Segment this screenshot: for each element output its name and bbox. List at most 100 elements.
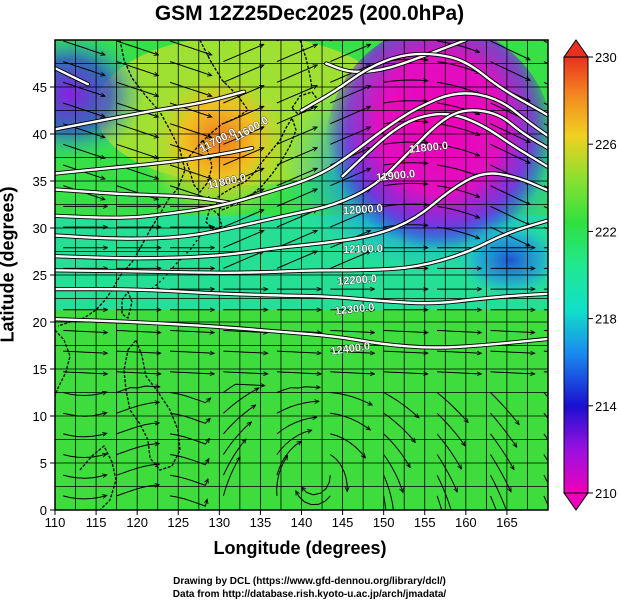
streamline (383, 412, 416, 442)
contour-line (55, 109, 548, 240)
streamline (330, 209, 370, 228)
y-tick-label: 35 (33, 174, 47, 189)
streamline (383, 163, 428, 166)
streamline (490, 205, 531, 226)
streamline (63, 81, 105, 96)
streamline (116, 143, 159, 158)
streamline (116, 444, 160, 455)
streamline (383, 495, 387, 510)
contour-line (341, 112, 548, 178)
streamline (296, 491, 331, 506)
streamline (490, 371, 535, 374)
coastline-philippines (123, 338, 181, 471)
streamline (116, 485, 160, 497)
streamline (276, 167, 317, 187)
streamline (383, 80, 428, 83)
streamline (543, 495, 548, 507)
streamline (490, 61, 531, 81)
y-tick-label: 20 (33, 315, 47, 330)
contour-label: 11800.0 (408, 140, 448, 156)
streamline (276, 441, 302, 476)
y-tick-label: 15 (33, 362, 47, 377)
streamline (169, 350, 214, 353)
streamline (116, 123, 159, 138)
contour-label: 12000.0 (343, 203, 384, 218)
streamline (490, 412, 517, 447)
streamline (437, 226, 480, 239)
y-tick-label: 10 (33, 409, 47, 424)
colorbar-top-triangle (563, 39, 589, 58)
streamline (223, 371, 267, 374)
streamline (276, 229, 317, 249)
streamline (63, 413, 107, 417)
streamline (223, 85, 264, 104)
streamline (330, 43, 370, 63)
streamline (276, 209, 317, 228)
streamline (223, 209, 264, 228)
streamline (330, 126, 370, 145)
coastline-ryukyu-islands (147, 235, 201, 293)
x-tick-label: 160 (455, 515, 477, 530)
chart-title: GSM 12Z25Dec2025 (200.0hPa) (154, 2, 465, 25)
streamline (383, 392, 419, 418)
streamline (437, 61, 480, 74)
streamline (437, 40, 480, 53)
streamline (223, 384, 265, 393)
streamline (437, 350, 481, 353)
lat-lon-grid (55, 40, 548, 510)
streamline (330, 105, 370, 125)
streamline (223, 40, 227, 42)
y-tick-label: 45 (33, 80, 47, 95)
warm-anomaly (140, 60, 300, 220)
y-tick-label: 30 (33, 221, 47, 236)
streamline (169, 454, 209, 466)
contour-line (300, 52, 548, 117)
streamline (437, 185, 480, 198)
x-tick-label: 150 (373, 515, 395, 530)
credit-data: Data from http://database.rish.kyoto-u.a… (172, 589, 447, 600)
colorbar: 210 214 218 222 226 230 (563, 39, 617, 511)
streamline (330, 330, 374, 333)
streamline (437, 205, 480, 218)
streamline (437, 81, 480, 94)
streamline (276, 387, 320, 393)
streamline (169, 392, 211, 404)
streamline (490, 474, 508, 510)
streamline (169, 371, 214, 374)
streamline (490, 454, 512, 493)
streamline (490, 123, 531, 144)
streamline (330, 64, 370, 83)
streamline (330, 350, 374, 353)
colorbar-tick-label: 218 (595, 312, 617, 327)
streamline (383, 183, 428, 187)
height-contours: 11800.011800.011900.012000.012100.012200… (55, 40, 548, 358)
streamline (169, 123, 212, 138)
streamline (276, 105, 317, 125)
streamline (330, 412, 370, 430)
streamline (436, 392, 468, 423)
colorbar-tick-label: 226 (595, 137, 617, 152)
streamline (223, 105, 264, 125)
coastline-korea (185, 138, 213, 194)
streamline (383, 204, 428, 207)
contour-line (55, 219, 548, 274)
colorbar-body (563, 56, 589, 494)
coastline-indochina (55, 329, 71, 397)
x-tick-label: 135 (250, 515, 272, 530)
streamline (276, 188, 317, 207)
streamline (383, 433, 411, 468)
streamline (276, 456, 288, 496)
y-tick-label: 5 (40, 456, 47, 471)
streamline (223, 250, 264, 269)
streamline (169, 474, 208, 487)
streamline (276, 40, 281, 42)
streamline (330, 433, 365, 458)
streamline (437, 371, 481, 374)
coastline-manchuria (199, 40, 249, 143)
streamline (330, 167, 370, 187)
streamline (169, 433, 210, 445)
east-blue-tail (455, 220, 548, 300)
streamline (169, 412, 210, 424)
streamline (63, 371, 107, 374)
